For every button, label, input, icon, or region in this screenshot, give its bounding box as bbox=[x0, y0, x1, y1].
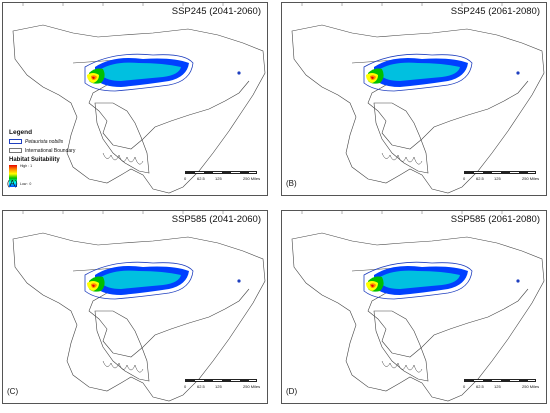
scale-tick: 125 bbox=[215, 384, 222, 389]
region-boundary bbox=[291, 232, 545, 402]
suitability-ramp: High : 1 Low : 0 bbox=[9, 163, 119, 189]
species-label: Petaurista nobilis bbox=[25, 138, 64, 145]
scale-tick: 250 Miles bbox=[243, 384, 261, 389]
map-b bbox=[291, 3, 545, 194]
coastline bbox=[381, 152, 423, 165]
coastline bbox=[102, 152, 144, 165]
scale-tick: 125 bbox=[494, 384, 501, 389]
habitat-suitability-patch bbox=[380, 62, 460, 81]
coastline bbox=[381, 360, 423, 373]
scale-bar: 0 62.5 125 250 Miles bbox=[460, 171, 540, 185]
boundary-swatch bbox=[9, 148, 22, 153]
map-d bbox=[291, 211, 545, 402]
scale-tick: 250 Miles bbox=[522, 384, 540, 389]
occurrence-point bbox=[237, 71, 241, 75]
coastline bbox=[102, 360, 144, 373]
map-panel-d: SSP585 (2061-2080) (D) 0 62.5 125 250 Mi… bbox=[281, 210, 547, 404]
species-range-outline bbox=[84, 53, 194, 92]
occurrence-point bbox=[516, 71, 520, 75]
panel-title: SSP245 (2041-2060) bbox=[171, 6, 261, 17]
scale-bar: 0 62.5 125 250 Miles bbox=[181, 171, 261, 185]
map-panel-b: SSP245 (2061-2080) (B) 0 62.5 125 250 Mi… bbox=[281, 2, 547, 196]
legend-heading: Legend bbox=[9, 129, 33, 136]
panel-title: SSP585 (2061-2080) bbox=[450, 214, 540, 225]
panel-label: (C) bbox=[7, 387, 19, 396]
legend-species: Petaurista nobilis bbox=[9, 137, 119, 146]
scale-bar-graphic bbox=[185, 171, 257, 174]
bangladesh-boundary bbox=[373, 310, 429, 382]
scale-tick: 250 Miles bbox=[522, 176, 540, 181]
scale-tick: 0 bbox=[463, 176, 466, 181]
scale-tick: 62.5 bbox=[197, 384, 205, 389]
scale-bar: 0 62.5 125 250 Miles bbox=[181, 379, 261, 393]
habitat-suitability-patch bbox=[92, 284, 95, 287]
scale-tick: 0 bbox=[184, 176, 187, 181]
bangladesh-boundary bbox=[373, 102, 429, 174]
habitat-suitability-patch bbox=[92, 76, 95, 79]
ramp-high-label: High : 1 bbox=[20, 164, 33, 168]
scale-tick: 250 Miles bbox=[243, 176, 261, 181]
legend-boundary: International Boundary bbox=[9, 146, 119, 155]
panel-label: (D) bbox=[286, 387, 298, 396]
color-ramp bbox=[9, 165, 17, 187]
bangladesh-boundary bbox=[94, 102, 150, 174]
scale-tick: 0 bbox=[184, 384, 187, 389]
species-range-outline bbox=[363, 53, 473, 92]
map-panel-c: SSP585 (2041-2060) (C) 0 62.5 125 250 Mi… bbox=[2, 210, 268, 404]
legend: Legend Petaurista nobilis International … bbox=[9, 129, 119, 189]
scale-bar-graphic bbox=[464, 379, 536, 382]
species-range-outline bbox=[84, 261, 194, 300]
scale-tick: 0 bbox=[463, 384, 466, 389]
scale-tick: 125 bbox=[494, 176, 501, 181]
scale-tick: 62.5 bbox=[197, 176, 205, 181]
scale-bar-graphic bbox=[464, 171, 536, 174]
panel-title: SSP585 (2041-2060) bbox=[171, 214, 261, 225]
scale-tick: 125 bbox=[215, 176, 222, 181]
panel-label: (A) bbox=[7, 179, 18, 188]
ramp-low-label: Low : 0 bbox=[20, 182, 32, 186]
occurrence-point bbox=[516, 279, 520, 283]
occurrence-point bbox=[237, 279, 241, 283]
scale-tick: 62.5 bbox=[476, 176, 484, 181]
habitat-suitability-patch bbox=[101, 62, 181, 81]
map-panel-a: SSP245 (2041-2060) Legend Petaurista nob… bbox=[2, 2, 268, 196]
panel-label: (B) bbox=[286, 179, 297, 188]
boundary-label: International Boundary bbox=[25, 147, 76, 154]
region-boundary bbox=[12, 24, 266, 194]
panel-title: SSP245 (2061-2080) bbox=[450, 6, 540, 17]
scale-tick: 62.5 bbox=[476, 384, 484, 389]
scale-bar-graphic bbox=[185, 379, 257, 382]
bangladesh-boundary bbox=[94, 310, 150, 382]
species-swatch bbox=[9, 139, 22, 144]
habitat-suitability-patch bbox=[380, 270, 460, 289]
scale-bar: 0 62.5 125 250 Miles bbox=[460, 379, 540, 393]
map-c bbox=[12, 211, 266, 402]
habitat-suitability-patch bbox=[101, 270, 181, 289]
habitat-suitability-patch bbox=[371, 76, 374, 79]
region-boundary bbox=[291, 24, 545, 194]
suitability-heading: Habitat Suitability bbox=[9, 157, 60, 163]
species-range-outline bbox=[363, 261, 473, 300]
region-boundary bbox=[12, 232, 266, 402]
habitat-suitability-patch bbox=[371, 284, 374, 287]
map-a bbox=[12, 3, 266, 194]
